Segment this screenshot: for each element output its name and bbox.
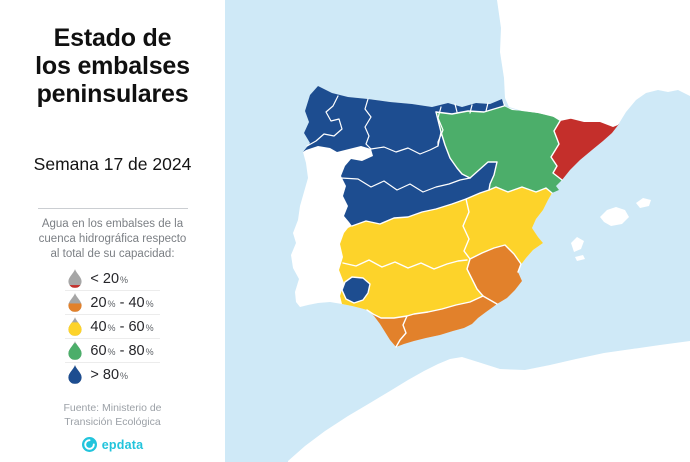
legend-item: > 80% xyxy=(65,362,160,386)
france-landmass xyxy=(497,0,690,127)
menorca-island xyxy=(636,198,651,208)
mallorca-island xyxy=(600,207,629,226)
source-line: Transición Ecológica xyxy=(64,415,161,428)
africa-landmass xyxy=(288,341,690,462)
legend: < 20% 20% - 40% 40% - 60% 60% xyxy=(65,267,160,386)
legend-item-label: 20% - 40% xyxy=(90,294,154,311)
source-attribution: Fuente: Ministerio de Transición Ecológi… xyxy=(0,402,225,429)
region-tinto-odiel-southwest xyxy=(342,277,370,303)
legend-description: Agua en los embalses de la cuenca hidrog… xyxy=(0,217,225,262)
water-drop-icon xyxy=(68,293,82,312)
sub-basin-borders xyxy=(306,95,489,193)
title-line: los embalses xyxy=(35,52,190,80)
epdata-brand-label: epdata xyxy=(101,437,144,452)
basin-borders xyxy=(341,105,563,348)
spain-reservoir-map xyxy=(225,0,690,462)
region-central-south-and-east-basins xyxy=(339,187,552,318)
water-drop-icon xyxy=(68,341,82,360)
title-line: peninsulares xyxy=(36,80,189,108)
region-ebro-valley-northeast xyxy=(436,106,562,193)
region-andalusian-mediterranean-coast xyxy=(396,296,497,347)
title-line: Estado de xyxy=(53,24,172,52)
legend-item-label: < 20% xyxy=(90,270,129,287)
legend-item: 20% - 40% xyxy=(65,290,160,314)
legend-description-line: al total de su capacidad: xyxy=(50,248,175,260)
week-subtitle: Semana 17 de 2024 xyxy=(33,154,192,174)
water-drop-icon xyxy=(68,269,82,288)
legend-item: < 20% xyxy=(65,267,159,290)
legend-item: 40% - 60% xyxy=(65,314,160,338)
legend-item-label: 40% - 60% xyxy=(90,318,154,335)
epdata-brand-link[interactable]: epdata xyxy=(0,437,225,452)
ibiza-island xyxy=(571,237,584,252)
epdata-logo-icon xyxy=(81,437,97,452)
page-title: Estado de los embalses peninsulares xyxy=(0,24,225,108)
region-segura-southeast xyxy=(467,245,522,304)
region-catalonia-inner-basins xyxy=(551,118,619,180)
balearic-islands xyxy=(571,198,651,261)
source-line: Fuente: Ministerio de xyxy=(63,402,162,414)
legend-description-line: Agua en los embalses de la xyxy=(41,218,184,230)
region-northwest-north-and-central-basins xyxy=(303,86,504,226)
legend-item-label: 60% - 80% xyxy=(90,342,154,359)
formentera-island xyxy=(575,255,585,261)
legend-item: 60% - 80% xyxy=(65,338,160,362)
divider xyxy=(37,208,188,209)
map-canvas xyxy=(225,0,690,462)
legend-description-line: cuenca hidrográfica respecto xyxy=(38,233,187,245)
region-guadalete-barbate-southwest xyxy=(367,310,407,347)
legend-item-label: > 80% xyxy=(90,366,129,383)
water-drop-icon xyxy=(68,317,82,336)
water-drop-icon xyxy=(68,365,82,384)
info-panel: Estado de los embalses peninsulares Sema… xyxy=(0,0,225,462)
